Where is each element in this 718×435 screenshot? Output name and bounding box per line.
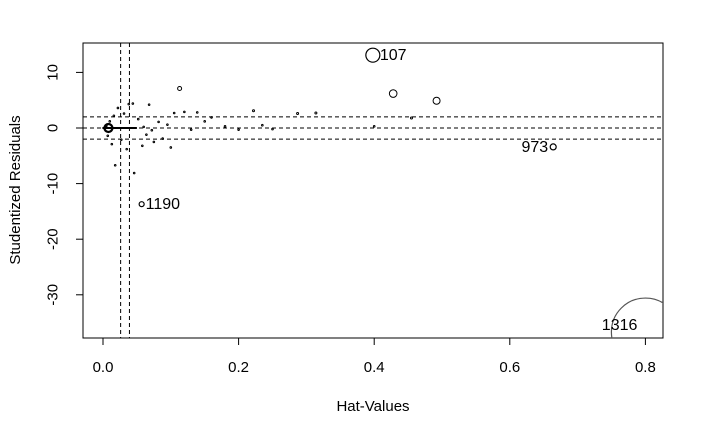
y-tick-label: -30 [45, 284, 62, 306]
data-point [223, 125, 227, 128]
data-point [132, 171, 136, 175]
y-tick-label: 10 [45, 64, 62, 81]
point-label-1190: 1190 [146, 196, 181, 213]
data-point [152, 140, 156, 144]
data-point [131, 102, 135, 105]
data-point [120, 138, 123, 141]
x-tick-label: 0.4 [364, 359, 385, 376]
point-label-1316: 1316 [602, 317, 638, 334]
data-point [110, 142, 114, 146]
data-point [388, 89, 398, 98]
data-point [195, 111, 199, 114]
data-point [296, 112, 300, 116]
y-axis-label: Studentized Residuals [7, 115, 24, 264]
data-point [252, 109, 256, 113]
data-point [271, 127, 274, 131]
data-point [432, 96, 441, 105]
labeled-point-107 [365, 47, 381, 63]
data-point [172, 111, 176, 115]
data-point [125, 147, 129, 151]
data-point [113, 163, 117, 167]
data-point [147, 103, 151, 106]
x-axis: 0.0 0.2 0.4 0.6 0.8 [93, 337, 656, 376]
x-axis-label: Hat-Values [336, 398, 409, 415]
data-point [145, 133, 148, 136]
y-tick-label: 0 [45, 124, 62, 132]
labeled-point-973 [549, 143, 557, 151]
data-point [261, 123, 264, 127]
data-point [183, 110, 186, 114]
data-point [112, 114, 116, 118]
x-tick-label: 0.8 [635, 359, 656, 376]
data-point [150, 128, 154, 132]
y-tick-label: -20 [45, 228, 62, 250]
data-point [237, 128, 240, 131]
x-tick-label: 0.6 [499, 359, 520, 376]
point-label-107: 107 [380, 47, 407, 64]
data-point [161, 137, 164, 140]
data-point [122, 112, 126, 115]
point-label-973: 973 [521, 139, 548, 156]
data-point [203, 120, 206, 123]
data-point [142, 125, 145, 129]
data-point [141, 144, 144, 148]
plot-frame [82, 42, 664, 339]
data-point [105, 124, 108, 128]
labeled-point-1190 [138, 201, 145, 208]
data-point [314, 111, 318, 115]
y-axis: -30 -20 -10 0 10 [45, 64, 84, 306]
data-point [106, 134, 110, 138]
data-point [166, 123, 169, 126]
point-labels: 107 973 1190 1316 [146, 47, 638, 334]
y-tick-label: -10 [45, 173, 62, 195]
data-point [136, 117, 140, 121]
labeled-point-1316 [610, 297, 663, 338]
data-point [177, 86, 183, 92]
data-point [409, 116, 413, 120]
x-tick-label: 0.2 [228, 359, 249, 376]
data-point [169, 146, 173, 149]
data-point [157, 120, 160, 124]
data-point [210, 116, 213, 119]
data-point [127, 102, 131, 106]
data-point [108, 120, 112, 123]
data-point [372, 125, 376, 128]
points-layer [102, 47, 663, 338]
data-point [116, 106, 120, 110]
reference-lines [83, 43, 663, 338]
x-tick-label: 0.0 [93, 359, 114, 376]
data-point [189, 128, 193, 131]
